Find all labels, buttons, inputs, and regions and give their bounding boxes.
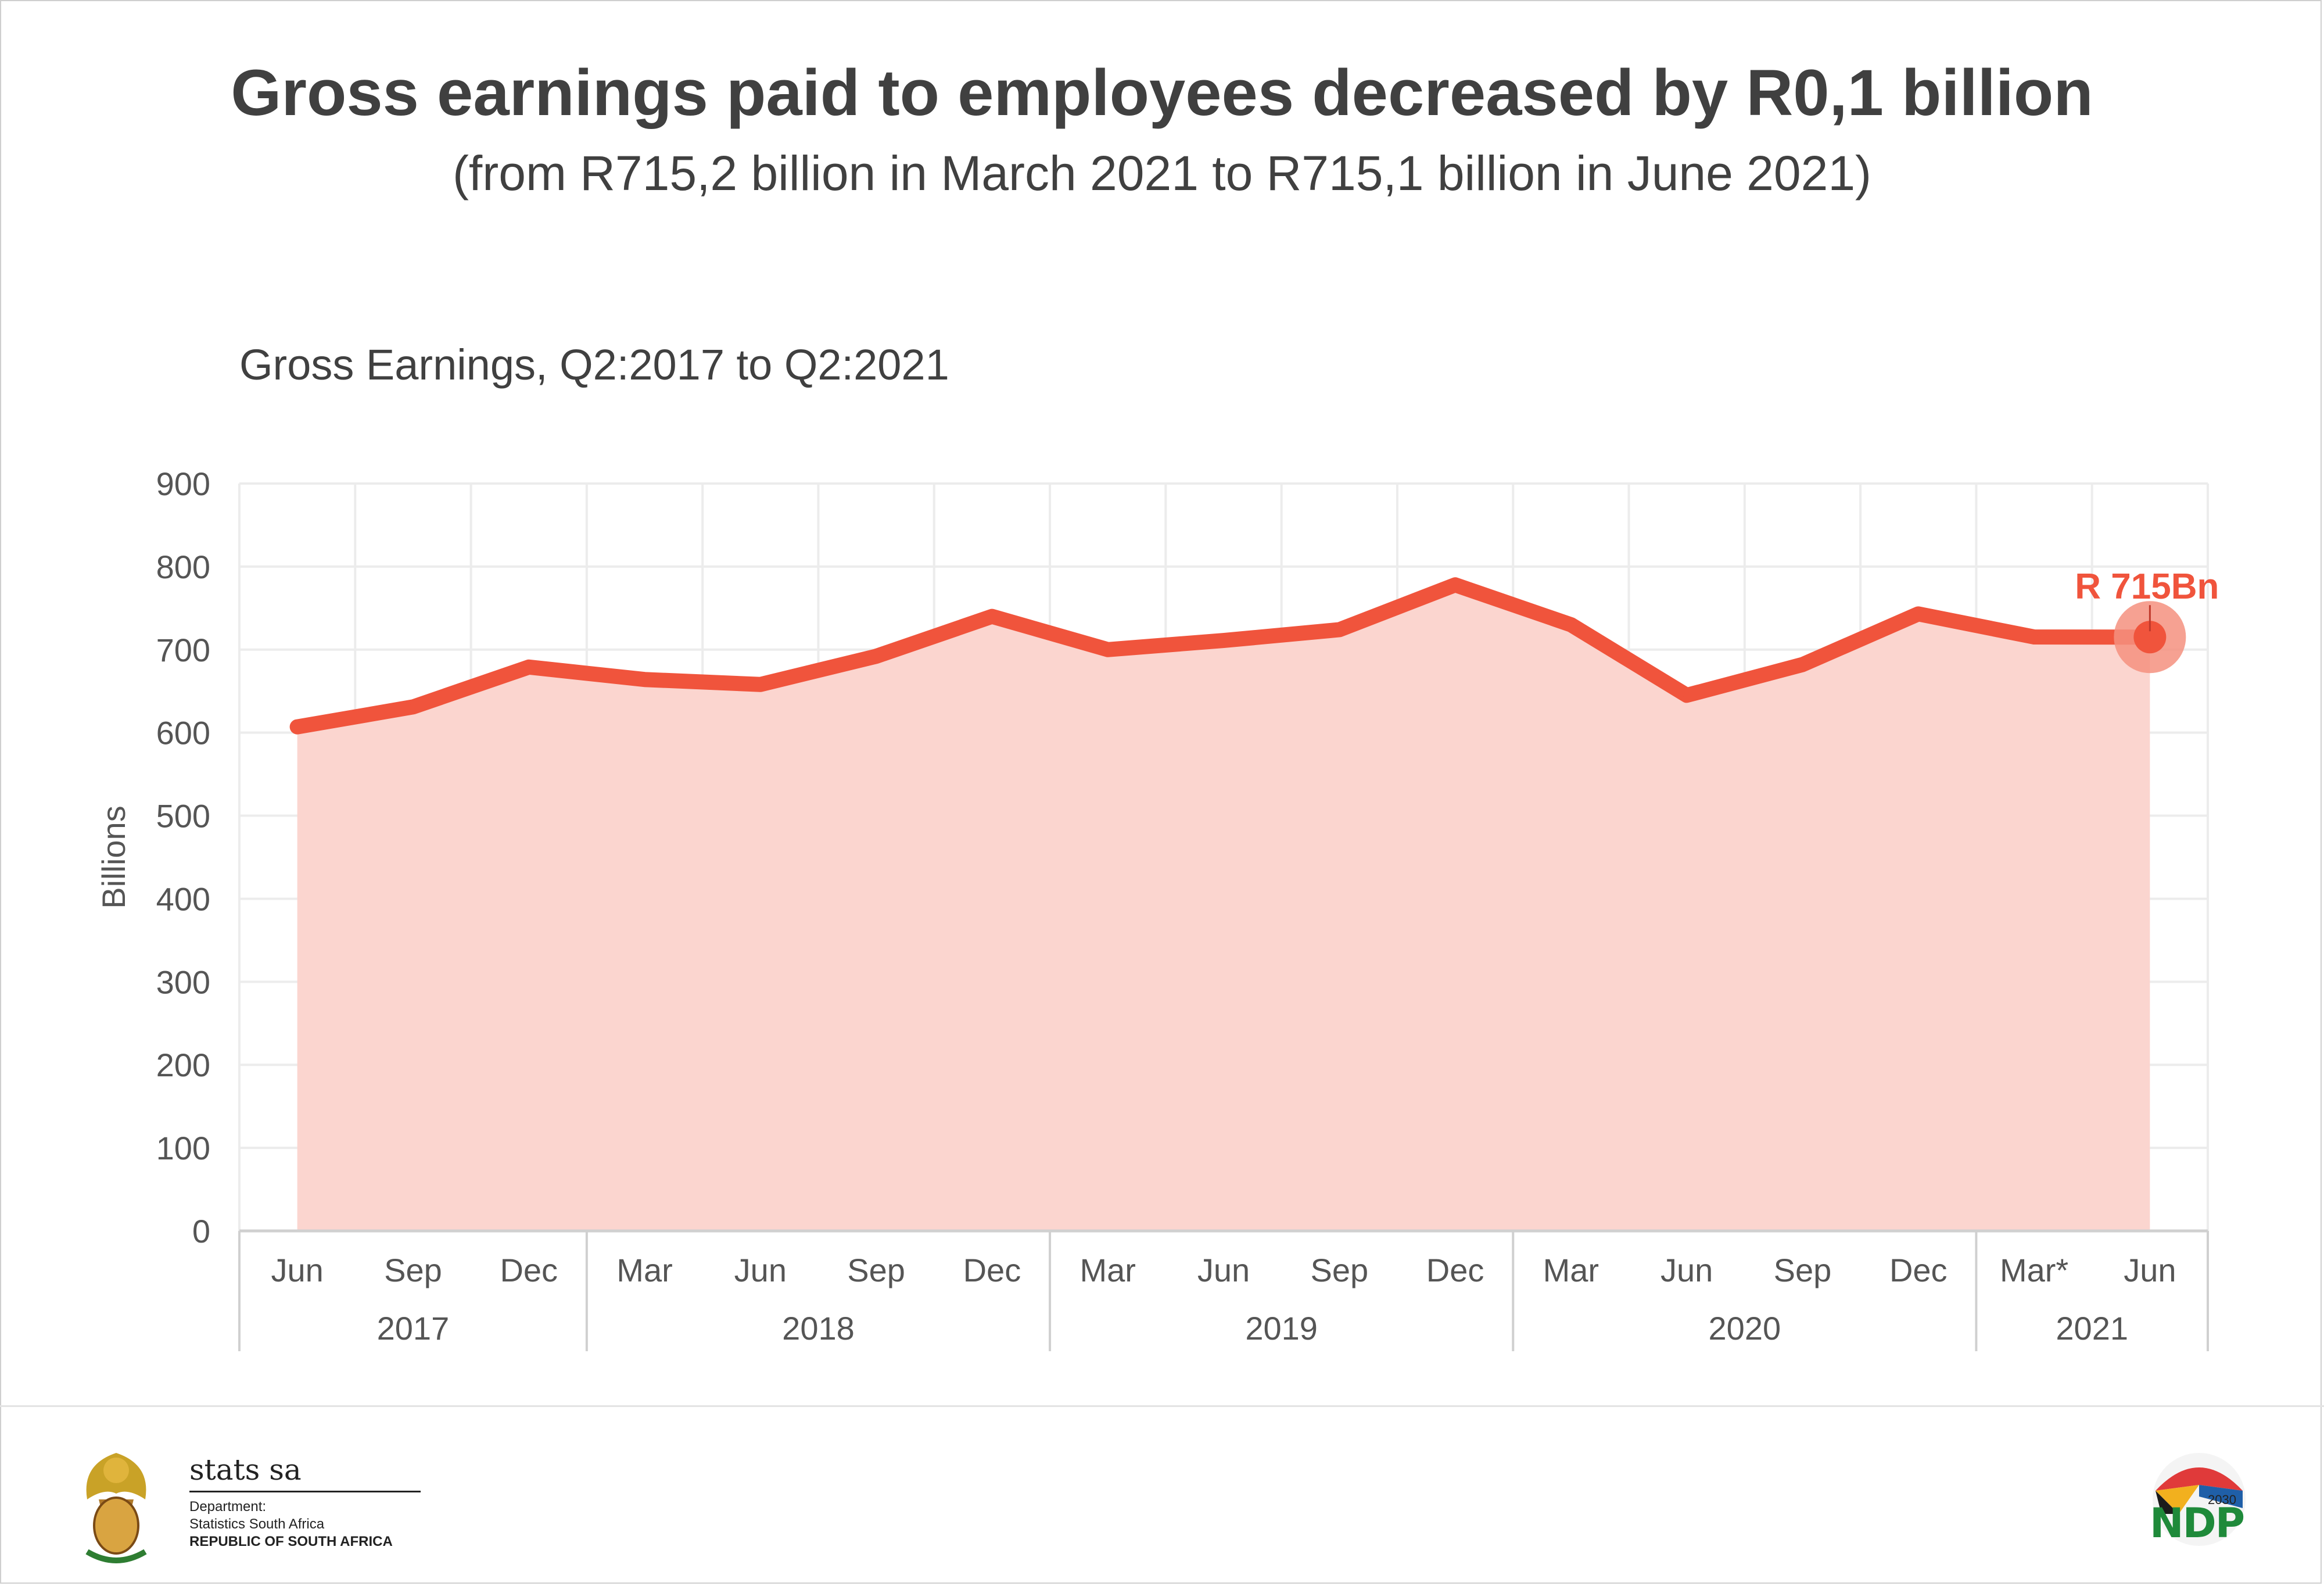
x-tick-label: Sep [1310, 1252, 1368, 1288]
x-tick-label: Jun [2124, 1252, 2176, 1288]
data-point [1220, 637, 1227, 645]
chart-label-layer: 0 100 200 300 400 500 600 700 800 900 Jun Sep Dec Mar… [95, 466, 2219, 1347]
chart-axis-layer [238, 1229, 2209, 1351]
data-point [1336, 626, 1343, 633]
data-point [1914, 610, 1922, 618]
brand-wordmark: stats sa [189, 1453, 302, 1487]
dept-line-2: Statistics South Africa [189, 1516, 325, 1532]
dept-line-3: REPUBLIC OF SOUTH AFRICA [189, 1534, 393, 1549]
data-point [641, 676, 648, 683]
chart-title: Gross Earnings, Q2:2017 to Q2:2021 [239, 341, 949, 389]
data-point [1799, 661, 1806, 668]
x-tick-label: Sep [1774, 1252, 1832, 1288]
x-tick-label: Jun [271, 1252, 323, 1288]
x-tick-label: Dec [1426, 1252, 1484, 1288]
year-group-label: 2018 [782, 1310, 855, 1347]
data-point [1104, 646, 1111, 653]
ndp-logo-icon [2153, 1453, 2246, 1546]
ndp-wordmark: NDP [2150, 1499, 2245, 1547]
coat-of-arms-icon [85, 1453, 147, 1563]
chart-area-layer [297, 585, 2150, 1231]
year-group-label: 2017 [377, 1310, 450, 1347]
chart-mark-layer [289, 577, 2186, 735]
x-tick-label: Dec [963, 1252, 1021, 1288]
annotation-label: R 715Bn [2075, 567, 2219, 607]
x-tick-label: Mar [1079, 1252, 1135, 1288]
footer-divider [0, 1405, 2324, 1407]
year-group-label: 2020 [1709, 1310, 1781, 1347]
data-point [525, 663, 533, 671]
data-point [756, 681, 764, 688]
x-tick-label: Mar* [2000, 1252, 2068, 1288]
year-group-label: 2019 [1245, 1310, 1318, 1347]
x-tick-label: Sep [847, 1252, 905, 1288]
x-tick-label: Mar [1543, 1252, 1599, 1288]
data-point [2031, 633, 2038, 641]
data-point [1683, 692, 1691, 699]
highlight-point [2133, 621, 2167, 654]
data-point [873, 653, 880, 660]
page-title: Gross earnings paid to employees decreas… [231, 56, 2093, 129]
y-tick-label: 100 [156, 1130, 210, 1166]
y-tick-label: 500 [156, 798, 210, 835]
y-tick-label: 700 [156, 632, 210, 668]
page-subtitle: (from R715,2 billion in March 2021 to R7… [452, 146, 1872, 201]
data-point [1567, 621, 1575, 628]
y-axis-label: Billions [95, 805, 132, 908]
x-tick-label: Jun [1197, 1252, 1250, 1288]
x-tick-label: Dec [1889, 1252, 1948, 1288]
y-tick-label: 300 [156, 964, 210, 1000]
ndp-year: 2030 [2208, 1492, 2236, 1507]
x-tick-label: Sep [384, 1252, 442, 1288]
department-block: Department: Statistics South Africa REPU… [189, 1498, 393, 1551]
y-tick-label: 0 [192, 1213, 210, 1250]
brand-rule [189, 1491, 421, 1492]
year-group-label: 2021 [2056, 1310, 2128, 1347]
y-tick-label: 600 [156, 715, 210, 751]
dept-line-1: Department: [189, 1499, 267, 1515]
x-tick-label: Jun [734, 1252, 787, 1288]
y-tick-label: 400 [156, 880, 210, 917]
data-point [988, 613, 996, 620]
x-tick-label: Mar [616, 1252, 672, 1288]
data-point [409, 703, 417, 711]
y-tick-label: 800 [156, 549, 210, 585]
x-tick-label: Dec [500, 1252, 558, 1288]
data-point [1451, 581, 1459, 589]
series-area [297, 585, 2150, 1231]
x-tick-label: Jun [1660, 1252, 1713, 1288]
data-point [293, 723, 301, 731]
y-tick-label: 900 [156, 466, 210, 502]
y-tick-label: 200 [156, 1047, 210, 1083]
